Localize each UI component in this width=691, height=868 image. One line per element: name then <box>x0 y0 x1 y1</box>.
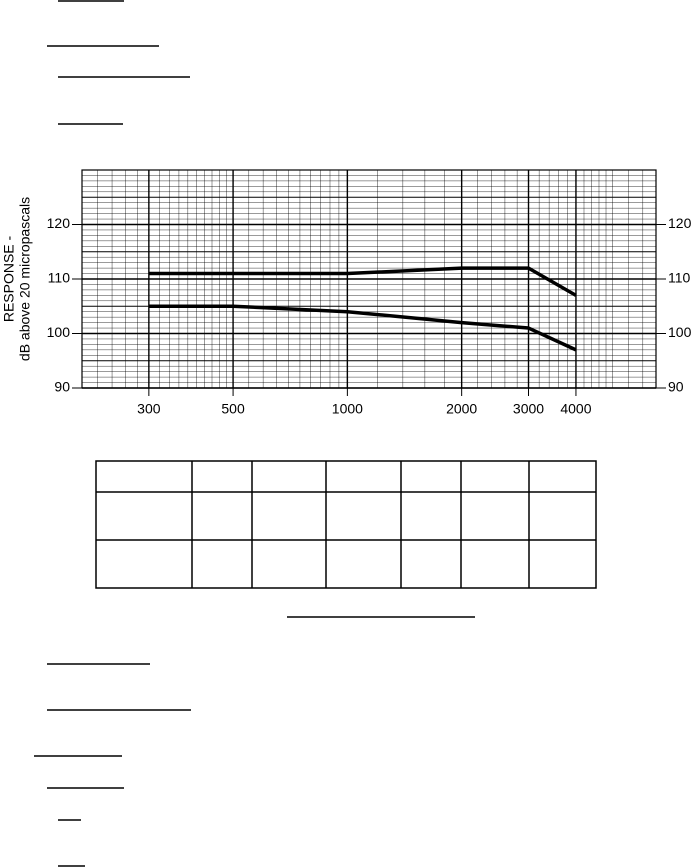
y-tick-label: 90 <box>54 379 70 395</box>
x-tick-label: 1000 <box>332 401 363 417</box>
data-line <box>148 266 577 297</box>
data-line <box>148 304 577 352</box>
blank-lines <box>34 0 475 867</box>
x-tick-label: 500 <box>221 401 245 417</box>
x-tick-label: 3000 <box>513 401 544 417</box>
x-tick-label: 2000 <box>446 401 477 417</box>
x-tick-label: 4000 <box>560 401 591 417</box>
y-tick-label: 110 <box>48 270 71 286</box>
chart: RESPONSE - dB above 20 micropascals 90 90… <box>1 169 691 417</box>
y-tick-label: 100 <box>47 324 71 340</box>
y-tick-label: 120 <box>668 215 691 231</box>
y-axis-label: dB above 20 micropascals <box>17 197 33 361</box>
empty-table <box>95 460 597 589</box>
table-border <box>95 460 597 589</box>
x-tick-label: 300 <box>137 401 161 417</box>
y-tick-label: 110 <box>668 270 691 286</box>
y-tick-label: 90 <box>668 379 684 395</box>
y-tick-label: 120 <box>47 215 71 231</box>
y-axis-label: RESPONSE - <box>1 235 17 322</box>
y-tick-label: 100 <box>668 324 691 340</box>
